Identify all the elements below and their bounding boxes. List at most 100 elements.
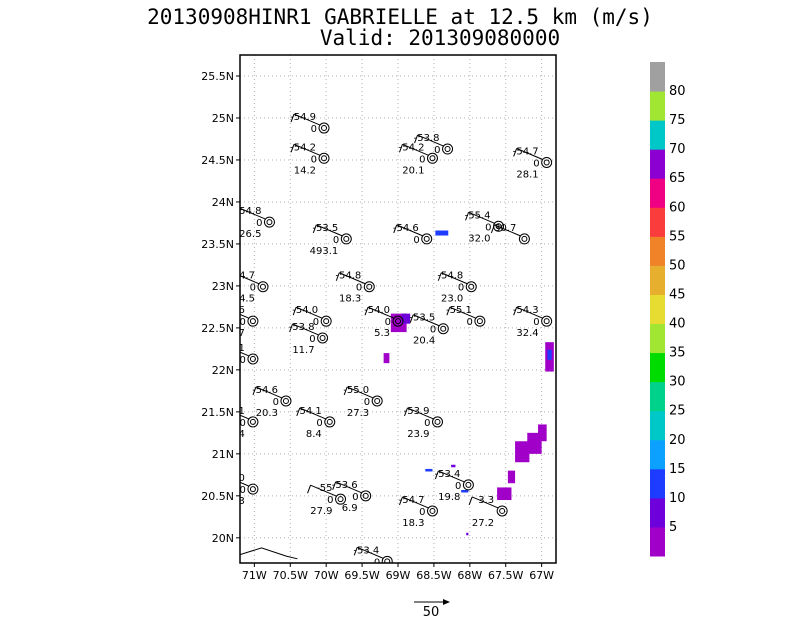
y-tick-label: 22N xyxy=(212,364,234,377)
station-wind: 0 xyxy=(434,145,440,156)
colorbar-label: 20 xyxy=(669,433,686,448)
station-wind: 0 xyxy=(316,418,322,429)
station-ring xyxy=(442,143,454,155)
y-tick-label: 20N xyxy=(212,532,234,545)
wind-barb-staff xyxy=(438,470,465,483)
station-pressure: 2.7 xyxy=(229,328,245,339)
station-ring xyxy=(280,395,292,407)
station-temp: -53.4 xyxy=(435,469,461,480)
station-dot xyxy=(337,496,344,503)
wind-barb-feather xyxy=(434,470,439,480)
wind-barb-staff xyxy=(240,275,260,285)
y-tick-label: 21.5N xyxy=(201,406,234,419)
station-dot xyxy=(366,283,373,290)
station-ring xyxy=(257,281,269,293)
station-temp: -54.2 xyxy=(290,142,316,153)
wind-barb-staff xyxy=(407,407,434,420)
wind-barb-staff xyxy=(417,134,444,147)
station-ring xyxy=(392,315,404,327)
wind-barb-staff xyxy=(413,314,440,327)
station-pressure: 3.3 xyxy=(229,496,245,507)
station-dot xyxy=(384,558,391,563)
station-dot xyxy=(395,318,401,325)
shaded-cell xyxy=(425,468,433,472)
colorbar-label: 15 xyxy=(669,462,686,477)
station-temp: -53.5 xyxy=(409,313,435,324)
station-models: -54.90-54.2014.2-53.80-54.2020.1-54.7028… xyxy=(229,112,553,568)
station-ring xyxy=(474,315,486,327)
station-dot xyxy=(444,146,451,153)
station-wind: 0 xyxy=(256,218,262,229)
x-tick-label: 68W xyxy=(457,569,482,582)
station-ring xyxy=(426,505,438,517)
shaded-cell xyxy=(451,464,456,468)
station-ring xyxy=(363,281,375,293)
wind-barb-feather xyxy=(307,485,312,494)
station-model: -55.10 xyxy=(446,305,486,328)
station-pressure: 4 xyxy=(239,429,245,440)
station-temp: 1 xyxy=(239,343,245,354)
wind-barb-staff xyxy=(255,386,283,399)
wind-barb-feather xyxy=(292,306,297,316)
wind-barb-staff xyxy=(357,546,384,559)
colorbar-label: 25 xyxy=(669,404,686,419)
colorbar-swatch xyxy=(650,91,665,121)
station-model: -54.90 xyxy=(290,112,330,135)
station-temp: -54.9 xyxy=(290,112,316,123)
station-ring xyxy=(437,323,449,335)
station-temp: -54.0 xyxy=(364,305,390,316)
station-model: -53.80 xyxy=(414,133,454,156)
y-tick-label: 23.5N xyxy=(201,238,234,251)
wind-barb-staff xyxy=(316,224,343,237)
station-model: 30.7 xyxy=(490,223,530,245)
wind-barb-staff xyxy=(310,484,337,497)
station-pressure: 493.1 xyxy=(310,246,339,257)
station-pressure: 23.9 xyxy=(407,429,429,440)
station-temp: -54.8 xyxy=(236,206,262,217)
y-tick-label: 22.5N xyxy=(201,322,234,335)
y-tick-label: 24.5N xyxy=(201,154,234,167)
station-pressure: 20.3 xyxy=(256,408,278,419)
station-ring xyxy=(340,233,352,245)
station-model: -54.60 xyxy=(393,223,433,246)
station-model: 3.3 27.2 xyxy=(468,495,508,529)
station-temp: -54.2 xyxy=(399,142,425,153)
y-axis: 20N 20.5N 21N 21.5N 22N 22.5N 23N 23.5N 24N 24.5N… xyxy=(201,70,240,545)
colorbar-label: 80 xyxy=(669,84,686,99)
station-ring xyxy=(426,152,438,164)
colorbar-swatch xyxy=(650,62,665,92)
colorbar-label: 65 xyxy=(669,171,686,186)
station-dot xyxy=(468,283,475,290)
y-tick-label: 21N xyxy=(212,448,234,461)
wind-barb-feather xyxy=(290,144,295,153)
station-wind: 0 xyxy=(374,557,380,568)
wind-barb-feather xyxy=(409,314,414,323)
station-model: -53.40 xyxy=(353,545,393,568)
y-tick-label: 25.5N xyxy=(201,70,234,83)
wind-barb-staff xyxy=(240,313,250,319)
station-temp: 4.6 xyxy=(229,305,245,316)
wind-barb-staff xyxy=(240,414,250,420)
station-dot xyxy=(499,507,506,514)
station-ring xyxy=(247,416,259,428)
colorbar-label: 40 xyxy=(669,317,686,332)
station-ring xyxy=(360,490,372,502)
wind-barb-feather xyxy=(393,224,398,234)
station-dot xyxy=(249,486,256,493)
station-dot xyxy=(374,397,381,404)
station-wind: 0 xyxy=(240,317,246,328)
wind-barb-staff xyxy=(468,211,495,224)
wind-barb-staff xyxy=(240,351,250,357)
station-model: 10 xyxy=(239,343,259,366)
colorbar-swatch xyxy=(650,294,665,325)
station-dot xyxy=(423,235,430,242)
colorbar-label: 45 xyxy=(669,287,686,302)
station-temp: -53.8 xyxy=(289,322,315,333)
wind-barb-feather xyxy=(404,407,408,417)
station-temp: -53.6 xyxy=(332,480,358,491)
station-wind: 0 xyxy=(458,283,464,294)
